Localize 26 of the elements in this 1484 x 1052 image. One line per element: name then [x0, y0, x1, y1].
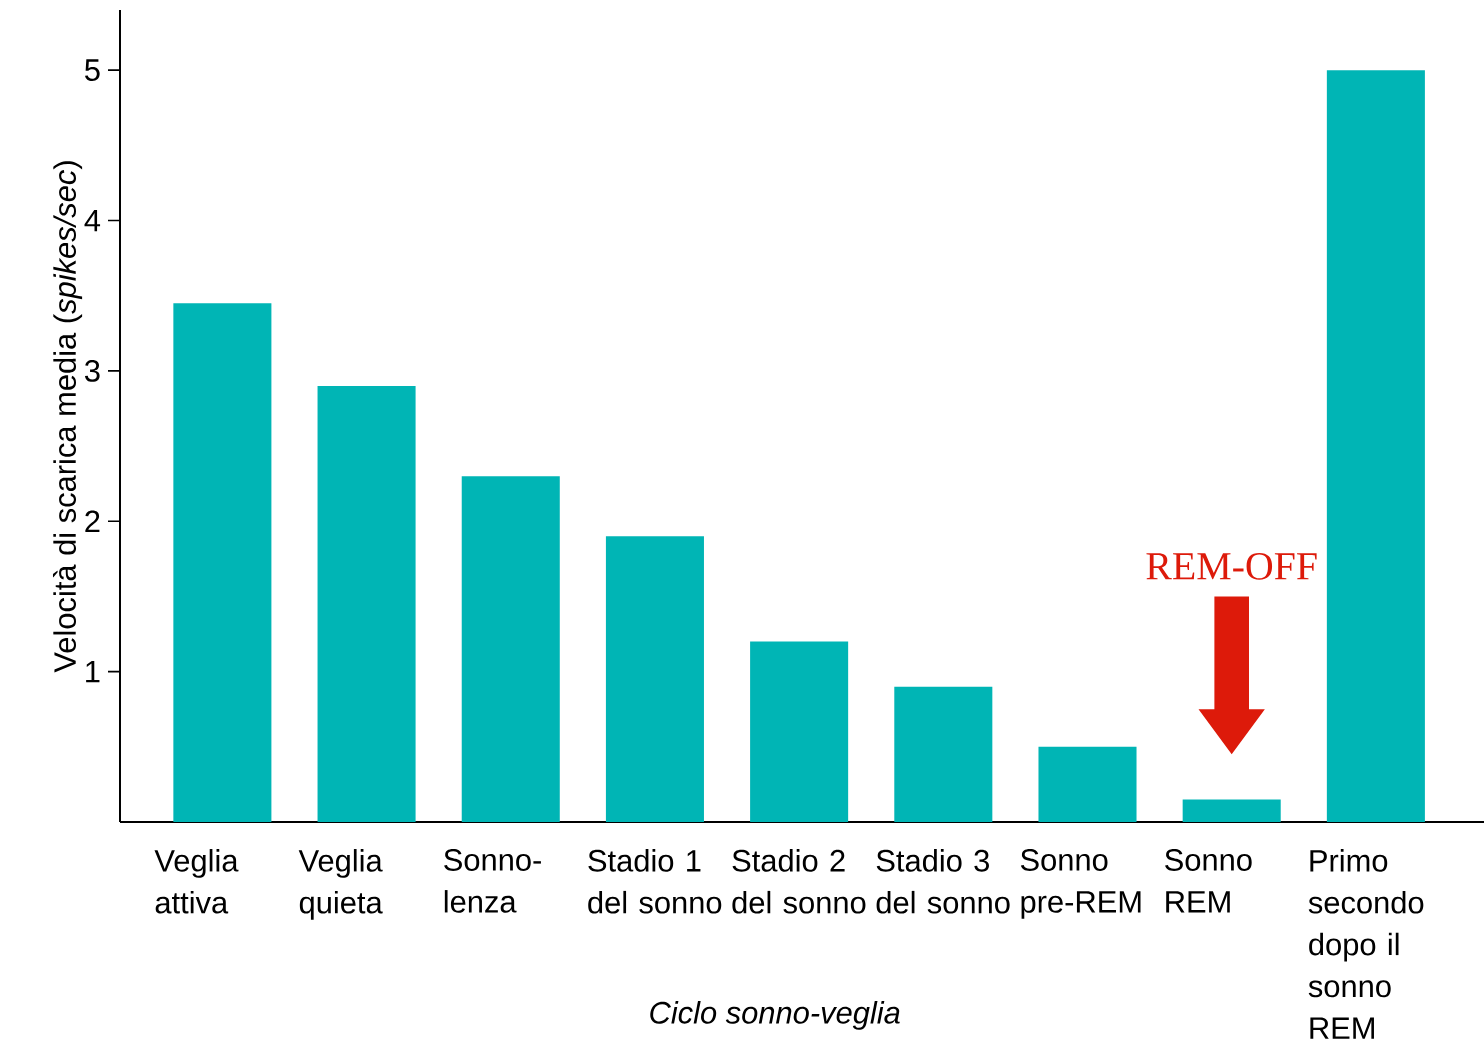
bar — [750, 641, 849, 822]
x-tick-label: Sonno-lenza — [444, 849, 541, 913]
x-tick-label: Stadio 2 del sonno — [732, 849, 866, 914]
annotation: REM-OFF — [1146, 552, 1317, 580]
bar — [1326, 70, 1425, 822]
bar — [173, 303, 272, 822]
y-tick-label: 4 — [84, 209, 101, 232]
y-tick-label: 2 — [85, 510, 100, 533]
bar — [1038, 746, 1137, 822]
bar — [894, 686, 993, 822]
bar — [605, 536, 704, 822]
x-tick-label: Sonno pre-REM — [1020, 849, 1141, 919]
y-tick-label: 3 — [84, 359, 100, 382]
y-axis-title: Velocità di scarica media (spikes/sec) — [52, 161, 83, 673]
bar — [1182, 799, 1281, 822]
x-tick-label: Veglia attiva — [154, 849, 239, 914]
bar — [317, 385, 416, 822]
x-tick-label: Sonno REM — [1165, 849, 1252, 913]
x-axis-title: Ciclo sonno-veglia — [650, 1001, 900, 1030]
bar — [461, 476, 560, 822]
x-tick-label: Primo secondo dopo il sonno REM — [1308, 849, 1424, 1039]
y-tick-label: 5 — [85, 59, 100, 81]
x-tick-label: Stadio 3 del sonno — [876, 849, 1010, 914]
x-tick-label: Stadio 1 del sonno — [588, 849, 722, 914]
y-tick-label: 1 — [86, 661, 100, 683]
x-tick-label: Veglia quieta — [298, 849, 383, 920]
